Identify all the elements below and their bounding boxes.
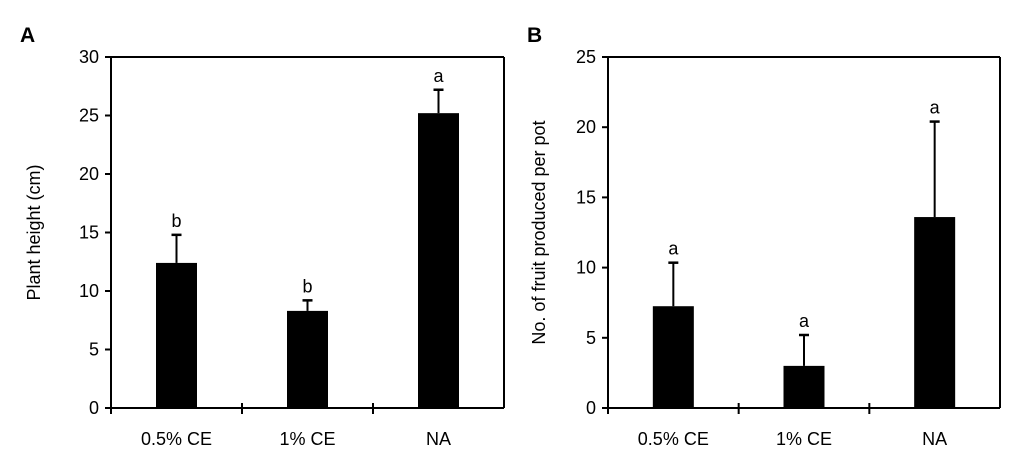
x-tick-label: 0.5% CE (638, 429, 709, 449)
y-tick-label: 0 (586, 398, 596, 418)
significance-letter: a (433, 66, 444, 86)
significance-letter: a (799, 311, 810, 331)
y-axis-label: Plant height (cm) (24, 164, 44, 300)
y-tick-label: 10 (576, 258, 596, 278)
y-tick-label: 25 (576, 47, 596, 67)
panel-label: B (527, 24, 542, 47)
y-tick-label: 0 (89, 398, 99, 418)
y-axis-label: No. of fruit produced per pot (529, 120, 549, 344)
bar (287, 310, 328, 408)
x-tick-label: 0.5% CE (141, 429, 212, 449)
y-tick-label: 5 (89, 340, 99, 360)
x-tick-label: 1% CE (279, 429, 335, 449)
x-tick-label: NA (426, 429, 451, 449)
y-tick-label: 15 (79, 223, 99, 243)
significance-letter: b (302, 276, 312, 296)
significance-letter: a (668, 239, 679, 259)
y-tick-label: 20 (576, 117, 596, 137)
panel-label: A (20, 24, 35, 47)
y-tick-label: 20 (79, 164, 99, 184)
x-tick-label: NA (922, 429, 947, 449)
y-tick-label: 15 (576, 187, 596, 207)
significance-letter: b (171, 211, 181, 231)
y-tick-label: 30 (79, 47, 99, 67)
y-tick-label: 10 (79, 281, 99, 301)
y-tick-label: 25 (79, 106, 99, 126)
significance-letter: a (930, 98, 941, 118)
bar (783, 365, 825, 408)
bar (418, 113, 459, 408)
x-tick-label: 1% CE (776, 429, 832, 449)
y-tick-label: 5 (586, 328, 596, 348)
bar (652, 306, 694, 408)
bar (156, 262, 197, 408)
bar (914, 217, 956, 408)
